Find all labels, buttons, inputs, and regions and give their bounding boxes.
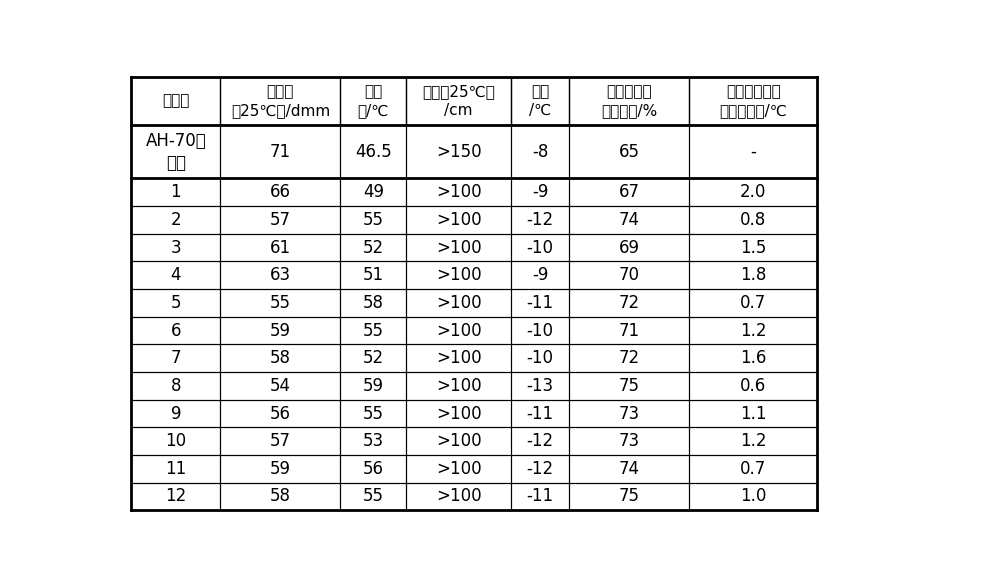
Text: 69: 69 xyxy=(619,239,640,256)
Text: >100: >100 xyxy=(436,432,481,450)
Text: >100: >100 xyxy=(436,183,481,201)
Text: 1.5: 1.5 xyxy=(740,239,766,256)
Text: >100: >100 xyxy=(436,266,481,284)
Text: 1.0: 1.0 xyxy=(740,488,766,506)
Text: 抗老化（针
入度比）/%: 抗老化（针 入度比）/% xyxy=(601,84,657,118)
Text: -10: -10 xyxy=(527,239,554,256)
Text: -12: -12 xyxy=(526,211,554,229)
Text: 0.7: 0.7 xyxy=(740,294,766,312)
Text: 5: 5 xyxy=(171,294,181,312)
Text: 57: 57 xyxy=(270,211,291,229)
Text: -9: -9 xyxy=(532,266,548,284)
Text: -11: -11 xyxy=(526,294,554,312)
Text: 3: 3 xyxy=(170,239,181,256)
Text: >100: >100 xyxy=(436,211,481,229)
Text: 59: 59 xyxy=(363,377,384,395)
Text: 55: 55 xyxy=(363,211,384,229)
Text: >100: >100 xyxy=(436,488,481,506)
Text: 0.7: 0.7 xyxy=(740,460,766,478)
Text: 51: 51 xyxy=(363,266,384,284)
Text: 55: 55 xyxy=(270,294,291,312)
Text: 73: 73 xyxy=(619,405,640,422)
Text: -: - xyxy=(750,143,756,161)
Text: 0.6: 0.6 xyxy=(740,377,766,395)
Text: 59: 59 xyxy=(270,460,291,478)
Text: 软化
点/℃: 软化 点/℃ xyxy=(358,84,389,118)
Text: 75: 75 xyxy=(619,488,640,506)
Text: >100: >100 xyxy=(436,294,481,312)
Text: 56: 56 xyxy=(363,460,384,478)
Text: 55: 55 xyxy=(363,405,384,422)
Text: 57: 57 xyxy=(270,432,291,450)
Text: -11: -11 xyxy=(526,405,554,422)
Text: 74: 74 xyxy=(619,211,640,229)
Text: -9: -9 xyxy=(532,183,548,201)
Text: AH-70号
沥青: AH-70号 沥青 xyxy=(145,132,206,172)
Text: 53: 53 xyxy=(363,432,384,450)
Text: 11: 11 xyxy=(165,460,186,478)
Text: 72: 72 xyxy=(619,294,640,312)
Text: >100: >100 xyxy=(436,377,481,395)
Text: >100: >100 xyxy=(436,322,481,339)
Text: 49: 49 xyxy=(363,183,384,201)
Text: 0.8: 0.8 xyxy=(740,211,766,229)
Text: 58: 58 xyxy=(363,294,384,312)
Text: 1.1: 1.1 xyxy=(740,405,766,422)
Text: 8: 8 xyxy=(171,377,181,395)
Text: 65: 65 xyxy=(619,143,640,161)
Text: 6: 6 xyxy=(171,322,181,339)
Text: >150: >150 xyxy=(436,143,481,161)
Text: 55: 55 xyxy=(363,488,384,506)
Text: 71: 71 xyxy=(619,322,640,339)
Text: 52: 52 xyxy=(363,349,384,367)
Text: >100: >100 xyxy=(436,405,481,422)
Text: -11: -11 xyxy=(526,488,554,506)
Text: 74: 74 xyxy=(619,460,640,478)
Text: 7: 7 xyxy=(171,349,181,367)
Text: 4: 4 xyxy=(171,266,181,284)
Text: 延度（25℃）
/cm: 延度（25℃） /cm xyxy=(422,84,495,118)
Text: 61: 61 xyxy=(270,239,291,256)
Text: 1.6: 1.6 xyxy=(740,349,766,367)
Text: 12: 12 xyxy=(165,488,186,506)
Text: 1.8: 1.8 xyxy=(740,266,766,284)
Text: >100: >100 xyxy=(436,239,481,256)
Text: 63: 63 xyxy=(270,266,291,284)
Text: 实施例: 实施例 xyxy=(162,93,189,109)
Text: 52: 52 xyxy=(363,239,384,256)
Text: 59: 59 xyxy=(270,322,291,339)
Text: 脆点
/℃: 脆点 /℃ xyxy=(529,84,551,118)
Text: 10: 10 xyxy=(165,432,186,450)
Text: >100: >100 xyxy=(436,349,481,367)
Text: 73: 73 xyxy=(619,432,640,450)
Text: -12: -12 xyxy=(526,432,554,450)
Text: 9: 9 xyxy=(171,405,181,422)
Text: 58: 58 xyxy=(270,488,291,506)
Text: >100: >100 xyxy=(436,460,481,478)
Text: 1: 1 xyxy=(170,183,181,201)
Text: 67: 67 xyxy=(619,183,640,201)
Text: -8: -8 xyxy=(532,143,548,161)
Text: 1.2: 1.2 xyxy=(740,432,766,450)
Text: -13: -13 xyxy=(526,377,554,395)
Text: 46.5: 46.5 xyxy=(355,143,392,161)
Text: 1.2: 1.2 xyxy=(740,322,766,339)
Text: 75: 75 xyxy=(619,377,640,395)
Text: 针入度
（25℃）/dmm: 针入度 （25℃）/dmm xyxy=(231,84,330,118)
Text: 55: 55 xyxy=(363,322,384,339)
Text: 54: 54 xyxy=(270,377,291,395)
Text: 70: 70 xyxy=(619,266,640,284)
Text: -10: -10 xyxy=(527,322,554,339)
Text: 56: 56 xyxy=(270,405,291,422)
Text: 66: 66 xyxy=(270,183,291,201)
Text: 相容性（离析
软化点差）/℃: 相容性（离析 软化点差）/℃ xyxy=(719,84,787,118)
Text: 58: 58 xyxy=(270,349,291,367)
Text: 2: 2 xyxy=(170,211,181,229)
Text: -10: -10 xyxy=(527,349,554,367)
Text: -12: -12 xyxy=(526,460,554,478)
Text: 71: 71 xyxy=(270,143,291,161)
Text: 72: 72 xyxy=(619,349,640,367)
Text: 2.0: 2.0 xyxy=(740,183,766,201)
